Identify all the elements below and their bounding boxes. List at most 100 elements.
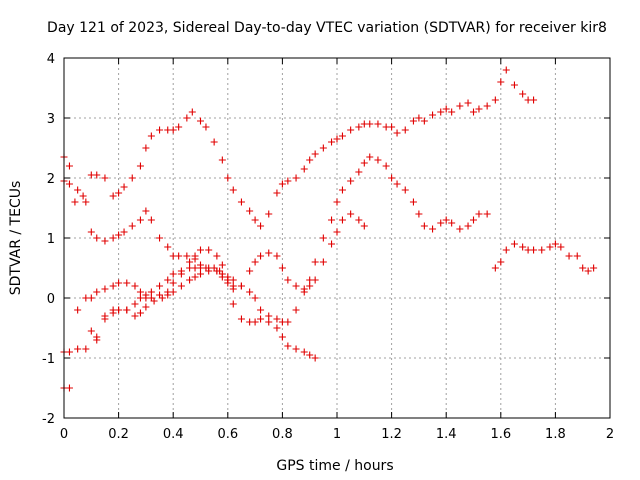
grid-lines bbox=[64, 58, 610, 418]
data-point bbox=[470, 216, 477, 224]
data-point bbox=[420, 222, 428, 230]
data-point bbox=[475, 105, 483, 113]
data-point bbox=[579, 264, 587, 272]
data-point bbox=[530, 246, 538, 254]
data-point bbox=[229, 276, 237, 284]
data-point bbox=[355, 123, 363, 131]
data-point bbox=[265, 210, 273, 218]
data-point bbox=[224, 273, 232, 281]
y-axis-ticks: -2 -1 0 1 2 3 4 bbox=[42, 52, 610, 427]
data-point bbox=[218, 261, 226, 269]
data-point bbox=[374, 156, 382, 164]
data-point bbox=[448, 219, 456, 227]
data-point bbox=[355, 216, 363, 224]
data-point bbox=[442, 216, 450, 224]
data-point bbox=[437, 108, 445, 116]
data-point bbox=[229, 300, 237, 308]
data-point bbox=[246, 207, 254, 215]
x-tick-label: 0.6 bbox=[217, 427, 238, 442]
data-point bbox=[338, 216, 346, 224]
data-point bbox=[136, 288, 144, 296]
x-tick-label: 2 bbox=[606, 427, 614, 442]
data-point bbox=[131, 312, 139, 320]
x-tick-label: 0 bbox=[60, 427, 68, 442]
x-tick-label: 0.4 bbox=[163, 427, 184, 442]
data-point bbox=[366, 120, 374, 128]
data-point bbox=[510, 81, 518, 89]
data-point bbox=[448, 108, 456, 116]
data-point bbox=[565, 252, 573, 260]
data-point bbox=[205, 246, 213, 254]
series-track-e bbox=[93, 153, 491, 344]
data-point bbox=[328, 240, 336, 248]
data-point bbox=[246, 288, 254, 296]
data-point bbox=[109, 192, 117, 200]
data-point bbox=[147, 288, 155, 296]
data-point bbox=[300, 165, 308, 173]
data-point bbox=[237, 282, 245, 290]
data-point bbox=[82, 198, 90, 206]
data-point bbox=[284, 177, 292, 185]
data-point bbox=[319, 144, 327, 152]
data-point bbox=[109, 282, 117, 290]
data-point bbox=[311, 354, 319, 362]
data-point bbox=[273, 315, 281, 323]
data-point bbox=[142, 207, 150, 215]
data-point bbox=[366, 153, 374, 161]
data-point bbox=[347, 210, 355, 218]
data-point bbox=[156, 234, 164, 242]
data-point bbox=[93, 171, 101, 179]
data-point bbox=[519, 90, 527, 98]
data-point bbox=[147, 132, 155, 140]
data-point bbox=[429, 111, 437, 119]
y-tick-label: 4 bbox=[47, 52, 55, 67]
data-point bbox=[257, 306, 265, 314]
x-tick-label: 0.8 bbox=[272, 427, 293, 442]
data-point bbox=[306, 282, 314, 290]
data-point bbox=[306, 351, 314, 359]
data-point bbox=[158, 294, 166, 302]
x-tick-label: 1.6 bbox=[490, 427, 511, 442]
data-point bbox=[183, 114, 191, 122]
data-point bbox=[502, 246, 510, 254]
data-point bbox=[237, 198, 245, 206]
data-point bbox=[333, 198, 341, 206]
y-tick-label: -1 bbox=[42, 352, 55, 367]
data-point bbox=[213, 252, 221, 260]
data-point bbox=[265, 318, 273, 326]
data-point bbox=[93, 234, 101, 242]
data-point bbox=[300, 348, 308, 356]
data-point bbox=[584, 267, 592, 275]
data-point bbox=[306, 276, 314, 284]
data-point bbox=[237, 315, 245, 323]
data-point bbox=[437, 219, 445, 227]
y-tick-label: 0 bbox=[47, 292, 55, 307]
data-point bbox=[197, 246, 204, 254]
data-point bbox=[355, 168, 363, 176]
data-point bbox=[177, 282, 185, 290]
data-point bbox=[210, 138, 218, 146]
series-track-b bbox=[60, 153, 319, 362]
data-point bbox=[79, 192, 87, 200]
data-point bbox=[115, 189, 123, 197]
data-point bbox=[284, 342, 292, 350]
data-point bbox=[65, 162, 73, 170]
data-point bbox=[456, 102, 464, 110]
data-point bbox=[278, 333, 286, 341]
data-point bbox=[93, 288, 101, 296]
data-point bbox=[483, 102, 491, 110]
data-point bbox=[475, 210, 483, 218]
data-point bbox=[251, 318, 259, 326]
data-point bbox=[224, 174, 232, 182]
data-point bbox=[328, 138, 336, 146]
data-point bbox=[300, 288, 308, 296]
data-point bbox=[150, 297, 158, 305]
data-point bbox=[257, 315, 265, 323]
data-point bbox=[420, 117, 428, 125]
data-point bbox=[491, 264, 499, 272]
data-point bbox=[538, 246, 546, 254]
data-point bbox=[128, 222, 136, 230]
data-point bbox=[87, 327, 95, 335]
data-point bbox=[229, 285, 237, 293]
data-point bbox=[87, 228, 95, 236]
